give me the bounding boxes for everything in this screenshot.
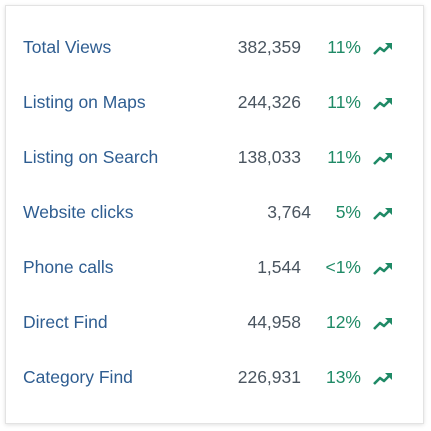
row-value: 244,326 [237,92,301,112]
trend-up-icon [373,98,392,110]
stats-card: Total Views 382,359 11% Listing on Maps 244,… [5,5,424,424]
trend-up-icon [373,318,392,330]
row-value: 226,931 [237,367,301,387]
row-change: <1% [325,257,361,277]
row-value: 138,033 [237,147,301,167]
stat-row: Listing on Search 138,033 11% [6,143,423,173]
stat-row: Website clicks 3,764 5% [6,198,423,228]
row-change: 13% [325,367,361,387]
row-value: 3,764 [267,202,311,222]
stat-row: Total Views 382,359 11% [6,33,423,63]
row-label: Category Find [23,367,133,387]
stat-row: Phone calls 1,544 <1% [6,253,423,283]
row-value: 1,544 [257,257,301,277]
stat-row: Direct Find 44,958 12% [6,308,423,338]
row-label: Listing on Maps [23,92,146,112]
row-value: 382,359 [237,37,301,57]
trend-up-icon [373,373,392,385]
row-label: Website clicks [23,202,134,222]
row-label: Direct Find [23,312,108,332]
row-label: Phone calls [23,257,114,277]
row-change: 11% [327,147,361,167]
stat-row: Category Find 226,931 13% [6,363,423,393]
row-change: 11% [327,92,361,112]
trend-up-icon [373,208,392,220]
row-change: 12% [325,312,361,332]
stat-row: Listing on Maps 244,326 11% [6,88,423,118]
row-label: Total Views [23,37,112,57]
trend-up-icon [373,153,392,165]
row-change: 11% [327,37,361,57]
row-value: 44,958 [247,312,301,332]
row-change: 5% [335,202,361,222]
trend-up-icon [373,43,392,55]
row-label: Listing on Search [23,147,159,167]
trend-up-icon [373,263,392,275]
